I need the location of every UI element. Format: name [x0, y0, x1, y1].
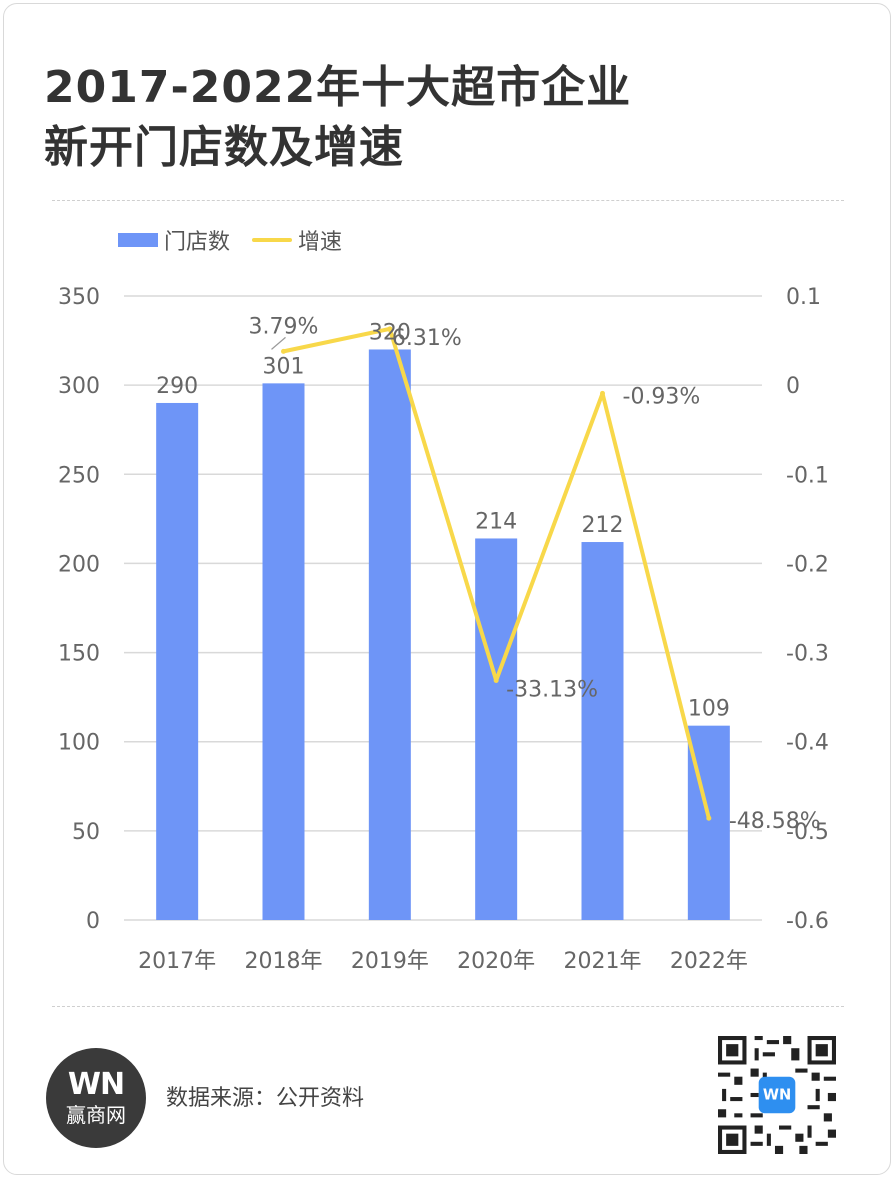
growth-point: [600, 390, 605, 396]
y-right-tick-label: -0.6: [786, 909, 829, 934]
growth-point: [387, 326, 393, 332]
bar-value-label: 109: [688, 697, 730, 722]
logo-mark: WN: [67, 1067, 125, 1102]
title-line-1: 2017-2022年十大超市企业: [44, 62, 632, 113]
legend-bar-label: 门店数: [164, 230, 231, 255]
y-left-tick-label: 250: [58, 463, 100, 488]
bar: [581, 542, 624, 920]
logo-name: 赢商网: [66, 1103, 126, 1127]
y-right-tick-label: 0.1: [786, 285, 821, 310]
y-left-tick-label: 150: [58, 642, 100, 667]
legend-line-label: 增速: [298, 230, 343, 255]
y-right-tick-label: -0.4: [786, 731, 829, 756]
growth-value-label: 3.79%: [249, 314, 319, 339]
y-left-tick-label: 200: [58, 552, 100, 577]
bar-value-label: 212: [582, 513, 624, 538]
title-line-2: 新开门店数及增速: [44, 122, 404, 173]
x-tick-label: 2017年: [138, 949, 216, 974]
x-tick-label: 2020年: [457, 949, 535, 974]
svg-text:WN: WN: [763, 1086, 791, 1103]
legend-item-line: 增速: [252, 224, 342, 256]
x-tick-label: 2022年: [670, 949, 748, 974]
card-frame: [3, 3, 891, 1175]
legend-bar-swatch: [118, 233, 158, 247]
growth-value-label: 6.31%: [392, 326, 462, 351]
growth-value-label: -48.58%: [729, 809, 821, 834]
y-left-tick-label: 300: [58, 374, 100, 399]
y-right-tick-label: -0.3: [786, 642, 829, 667]
growth-value-label: -0.93%: [623, 384, 701, 409]
y-left-tick-label: 350: [58, 285, 100, 310]
bar-value-label: 290: [156, 374, 198, 399]
bar-value-label: 214: [475, 509, 517, 534]
chart-legend: 门店数 增速: [118, 224, 342, 256]
chart-title: 2017-2022年十大超市企业 新开门店数及增速: [44, 58, 804, 178]
bar-value-label: 320: [369, 320, 411, 345]
y-right-tick-label: -0.2: [786, 552, 829, 577]
top-divider: [52, 200, 844, 201]
y-right-tick-label: 0: [786, 374, 800, 399]
bar: [368, 349, 411, 920]
x-tick-label: 2021年: [564, 949, 642, 974]
x-tick-label: 2019年: [351, 949, 429, 974]
combo-chart: 0 50 100 150 200 250 300 350 0.1 0 -0.1 -0.2 -0.3 -0.…: [58, 285, 829, 974]
label-leader-line: [271, 336, 286, 350]
growth-value-label: -33.13%: [506, 677, 598, 702]
legend-line-swatch: [252, 238, 293, 242]
brand-logo: WN 赢商网: [46, 1048, 146, 1148]
y-right-tick-label: -0.5: [786, 820, 829, 845]
growth-point: [706, 815, 712, 821]
bar: [475, 538, 518, 920]
x-tick-label: 2018年: [245, 949, 323, 974]
y-left-tick-label: 0: [86, 909, 100, 934]
legend-item-bar: 门店数: [118, 224, 230, 256]
data-source: 数据来源：公开资料: [166, 1086, 365, 1111]
qr-code-icon: WN: [718, 1036, 836, 1154]
y-right-tick-label: -0.1: [786, 463, 829, 488]
y-left-tick-label: 50: [72, 820, 100, 845]
growth-point: [281, 348, 286, 354]
bar: [156, 402, 199, 920]
bottom-divider: [52, 1006, 844, 1007]
growth-point: [493, 677, 499, 683]
bar: [262, 383, 305, 920]
y-left-tick-label: 100: [58, 731, 100, 756]
bar-value-label: 301: [263, 354, 305, 379]
